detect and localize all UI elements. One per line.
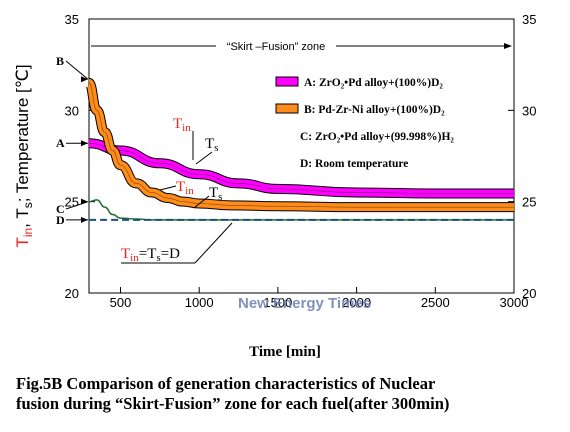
- legend-swatch-0: [275, 76, 299, 87]
- start-arrowhead-D: [81, 216, 88, 223]
- zone-arrow-head: [504, 43, 512, 49]
- caption-line-1: Fig.5B Comparison of generation characte…: [16, 374, 436, 393]
- x-tick-label: 2500: [421, 295, 450, 310]
- start-arrow-B: [65, 60, 89, 80]
- legend-label-2: C: ZrO₂•Pd alloy+(99.998%)H₂: [300, 131, 454, 143]
- legend-label-1: B: Pd-Zr-Ni alloy+(100%)D₂: [304, 104, 445, 116]
- x-tick-label: 2000: [342, 295, 371, 310]
- ts-label-b: Ts: [209, 185, 222, 203]
- caption-line-2: fusion during “Skirt-Fusion” zone for ea…: [16, 394, 450, 413]
- x-tick-label: 1000: [185, 295, 214, 310]
- x-axis-label: Time [min]: [249, 344, 321, 360]
- eq-label: Tin=Ts=D: [121, 246, 180, 264]
- legend-label-0: A: ZrO₂•Pd alloy+(100%)D₂: [304, 77, 443, 89]
- tin-label-b: Tin: [176, 179, 194, 197]
- series-1-centerline: [88, 82, 514, 208]
- legend-label-3: D: Room temperature: [300, 158, 408, 170]
- y-axis-label-group: Tin, Ts; Temperature [℃]: [13, 64, 35, 247]
- eq-leader: [194, 222, 233, 264]
- start-label-A: A: [56, 136, 65, 150]
- y-tick-label-right: 30: [522, 103, 536, 118]
- y-axis-label: Tin, Ts; Temperature [℃]: [13, 64, 35, 247]
- series-0-centerline: [88, 142, 514, 194]
- ts-a-leader: [195, 151, 213, 165]
- y-tick-label-left: 20: [65, 286, 79, 301]
- start-arrowhead-B: [81, 76, 88, 83]
- tin-b-leader: [159, 185, 177, 191]
- watermark: New Energy Times: [238, 295, 372, 312]
- y-tick-label-left: 30: [65, 103, 79, 118]
- x-tick-label: 500: [110, 295, 132, 310]
- tin-label-a: Tin: [173, 116, 191, 134]
- figure-caption: Fig.5B Comparison of generation characte…: [16, 374, 564, 414]
- start-label-C: C: [56, 202, 65, 216]
- y-tick-label-left: 35: [65, 12, 79, 27]
- plot-frame: [88, 18, 515, 294]
- x-tick-label: 1500: [263, 295, 292, 310]
- ts-b-leader: [193, 195, 210, 209]
- start-arrowhead-C: [81, 198, 88, 205]
- start-label-B: B: [56, 54, 64, 68]
- zone-label: “Skirt –Fusion” zone: [227, 41, 325, 53]
- y-tick-label-right: 20: [522, 286, 536, 301]
- y-tick-label-right: 25: [522, 195, 536, 210]
- legend-swatch-1: [275, 103, 299, 114]
- x-tick-label: 3000: [500, 295, 529, 310]
- start-arrowhead-A: [81, 140, 88, 147]
- zone-label-bg: [216, 39, 336, 53]
- start-label-D: D: [56, 213, 65, 227]
- ts-label-a: Ts: [205, 136, 218, 154]
- y-tick-label-right: 35: [522, 12, 536, 27]
